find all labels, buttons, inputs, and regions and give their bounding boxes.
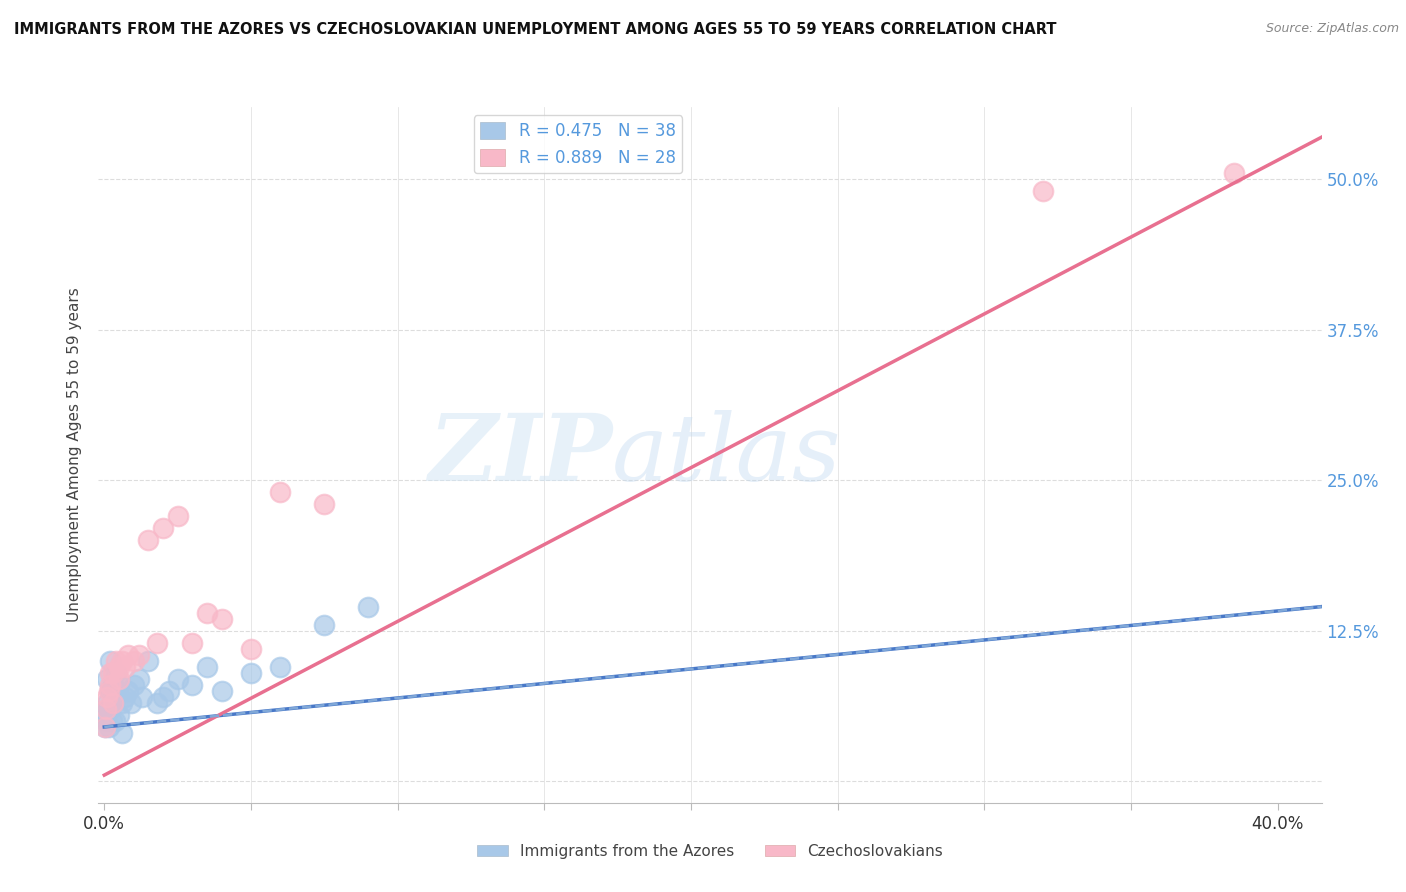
Point [166,509,188,524]
Point [96,690,118,704]
Point [157,683,180,698]
Point [98,665,121,680]
Point [136,654,159,668]
Point [105,665,128,680]
Point [211,612,233,626]
Point [211,683,233,698]
Point [98,683,121,698]
Point [269,660,291,674]
Point [181,636,204,650]
Point [97,720,120,734]
Legend: Immigrants from the Azores, Czechoslovakians: Immigrants from the Azores, Czechoslovak… [471,838,949,864]
Point [128,672,150,686]
Point [114,660,136,674]
Point [101,665,124,680]
Point [105,654,128,668]
Point [181,678,204,692]
Point [152,521,174,535]
Point [98,678,121,692]
Point [108,660,131,674]
Point [98,654,121,668]
Point [97,702,120,716]
Point [239,665,262,680]
Point [195,606,218,620]
Text: atlas: atlas [612,410,842,500]
Point [101,696,124,710]
Point [94,720,117,734]
Point [146,636,169,650]
Point [239,641,262,656]
Point [195,660,218,674]
Point [269,485,291,500]
Point [152,690,174,704]
Point [117,683,139,698]
Point [98,702,121,716]
Point [96,707,118,722]
Point [100,714,122,728]
Point [108,678,131,692]
Point [120,696,142,710]
Point [94,720,117,734]
Point [114,690,136,704]
Point [96,672,118,686]
Point [101,678,124,692]
Point [136,533,159,548]
Point [94,714,117,728]
Text: ZIP: ZIP [427,410,612,500]
Text: Source: ZipAtlas.com: Source: ZipAtlas.com [1265,22,1399,36]
Y-axis label: Unemployment Among Ages 55 to 59 years: Unemployment Among Ages 55 to 59 years [67,287,83,623]
Point [111,726,134,740]
Point [122,678,145,692]
Point [108,707,131,722]
Point [108,672,131,686]
Point [122,654,145,668]
Point [1032,184,1054,198]
Point [94,702,117,716]
Point [105,690,128,704]
Point [111,654,134,668]
Point [128,648,150,662]
Point [1222,166,1244,180]
Point [131,690,153,704]
Point [101,696,124,710]
Point [97,683,120,698]
Text: IMMIGRANTS FROM THE AZORES VS CZECHOSLOVAKIAN UNEMPLOYMENT AMONG AGES 55 TO 59 Y: IMMIGRANTS FROM THE AZORES VS CZECHOSLOV… [14,22,1056,37]
Point [357,599,380,614]
Point [111,696,134,710]
Point [103,714,125,728]
Point [117,648,139,662]
Point [146,696,169,710]
Point [314,497,336,511]
Point [314,617,336,632]
Point [96,696,118,710]
Point [166,672,188,686]
